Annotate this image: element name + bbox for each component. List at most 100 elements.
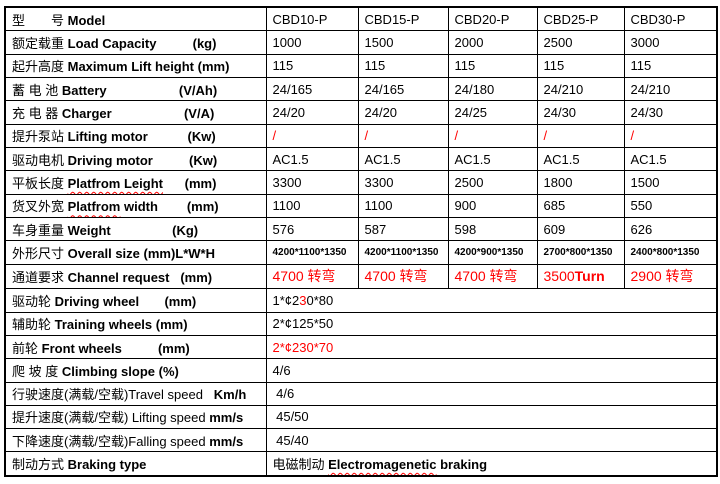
value-segment: 3000 [630,35,660,51]
value-segment: 45/40 [272,432,309,448]
label-segment: 外形尺寸 [12,246,68,262]
label-segment: 通道要求 [12,269,68,285]
cell-value-lifting-motor-col5: / [623,123,718,149]
label-segment [153,153,189,168]
cell-value-platform-length-col2: 3300 [357,170,449,195]
cell-value-driving-motor-col5: AC1.5 [623,147,718,172]
cell-value-climbing-slope: 4/6 [265,358,718,383]
cell-value-platform-width-col4: 685 [536,193,625,219]
cell-value-driving-motor-col1: AC1.5 [265,147,359,172]
value-segment: 4/6 [272,362,291,378]
label-segment: Model [67,12,106,28]
label-segment: Weight [67,222,111,238]
value-segment: 电磁制动 [272,457,329,473]
cell-value-overall-size-col4: 2700*800*1350 [536,240,625,265]
value-segment: 4700 转弯 [364,268,428,285]
value-segment: CBD10-P [272,11,328,27]
table-row-platform-width: 货叉外宽 Platfrom width (mm) 1100 1100 900 685 55… [4,193,718,219]
value-segment: 3300 [364,175,394,191]
label-segment: 起升高度 [12,59,68,75]
table-row-max-lift-height: 起升高度 Maximum Lift height (mm) 115 115 115 11… [4,53,718,79]
value-segment: 4200*1100*1350 [272,247,347,259]
cell-value-platform-length-col3: 2500 [447,170,538,195]
row-label-driving-motor: 驱动电机 Driving motor (Kw) [4,147,267,172]
table-row-driving-motor: 驱动电机 Driving motor (Kw) AC1.5 AC1.5 AC1.5 AC… [4,147,718,172]
table-row-climbing-slope: 爬 坡 度 Climbing slope (%) 4/6 [4,358,718,383]
value-segment: braking [436,457,488,473]
cell-value-load-capacity-col2: 1500 [357,30,449,55]
value-segment: 24/210 [630,81,671,97]
table-row-braking-type: 制动方式 Braking type 电磁制动 Electromagenetic b… [4,451,718,477]
value-segment: 587 [364,221,387,237]
value-segment: CBD25-P [543,11,599,27]
row-label-travel-speed: 行驶速度(满载/空载)Travel speed Km/h [4,381,267,406]
value-segment: 3500 [543,268,575,285]
value-segment: AC1.5 [272,151,309,167]
label-segment [169,270,180,285]
row-label-falling-speed: 下降速度(满载/空载)Falling speed mm/s [4,428,267,453]
cell-value-channel-request-col1: 4700 转弯 [265,263,359,290]
value-segment: 2*¢230*70 [272,339,334,355]
value-segment: 24/20 [364,105,398,121]
value-segment: 685 [543,198,566,214]
label-segment: 前轮 [12,340,42,356]
table-row-load-capacity: 额定载重 Load Capacity (kg) 1000 1500 2000 2500 3… [4,30,718,55]
cell-value-model-col5: CBD30-P [623,6,718,32]
value-segment: AC1.5 [630,151,667,167]
cell-value-platform-length-col1: 3300 [265,170,359,195]
label-segment: (Kw) [188,152,218,168]
cell-value-platform-width-col5: 550 [623,193,718,219]
label-segment: (kg) [192,36,217,52]
table-row-lifting-motor: 提升泵站 Lifting motor (Kw) / / / / / [4,123,718,149]
label-segment: (mm) [184,176,217,192]
cell-value-lifting-speed: 45/50 [265,404,718,430]
cell-value-driving-motor-col2: AC1.5 [357,147,449,172]
value-segment: 24/30 [630,105,664,121]
label-segment: Channel request [67,269,170,285]
table-row-model: 型 号 Model CBD10-P CBD15-P CBD20-P CBD25-P CBD… [4,6,718,32]
label-segment [158,199,187,214]
value-segment: 626 [630,221,653,237]
label-segment: 辅助轮 [12,317,55,333]
label-segment: Battery [61,82,107,98]
value-segment: CBD30-P [630,11,686,27]
value-segment: 115 [272,58,294,74]
row-label-training-wheels: 辅助轮 Training wheels (mm) [4,311,267,336]
row-label-driving-wheel: 驱动轮 Driving wheel (mm) [4,288,267,313]
cell-value-battery-col3: 24/180 [447,77,538,102]
value-segment: 1800 [543,175,573,191]
row-label-overall-size: 外形尺寸 Overall size (mm)L*W*H [4,240,267,265]
cell-value-battery-col1: 24/165 [265,77,359,102]
label-segment: width [120,199,158,215]
cell-value-weight-col2: 587 [357,217,449,242]
value-segment: 4200*1100*1350 [364,247,439,259]
cell-value-model-col3: CBD20-P [447,6,538,32]
value-segment: 24/25 [454,105,488,121]
label-segment: mm/s [209,433,244,449]
value-segment: / [454,128,459,144]
cell-value-falling-speed: 45/40 [265,428,718,453]
value-segment: 115 [454,58,476,74]
table-row-front-wheels: 前轮 Front wheels (mm) 2*¢230*70 [4,334,718,360]
value-segment: / [543,128,548,144]
cell-value-max-lift-height-col4: 115 [536,53,625,79]
value-segment: CBD20-P [454,11,510,27]
label-segment [112,106,184,121]
cell-value-weight-col1: 576 [265,217,359,242]
label-segment: mm/s [209,410,244,426]
value-segment: Electromagenetic [328,457,437,473]
cell-value-overall-size-col2: 4200*1100*1350 [357,240,449,265]
value-segment: AC1.5 [543,151,580,167]
cell-value-max-lift-height-col1: 115 [265,53,359,79]
cell-value-channel-request-col3: 4700 转弯 [447,263,538,290]
row-label-climbing-slope: 爬 坡 度 Climbing slope (%) [4,358,267,383]
value-segment: 1500 [364,35,394,51]
cell-value-weight-col4: 609 [536,217,625,242]
label-segment [111,223,172,238]
value-segment: 0*80 [306,292,334,308]
cell-value-overall-size-col1: 4200*1100*1350 [265,240,359,265]
value-segment: 550 [630,198,653,214]
cell-value-battery-col4: 24/210 [536,77,625,102]
label-segment: 行驶速度(满载/空载)Travel speed [12,387,203,403]
value-segment: / [364,128,369,144]
